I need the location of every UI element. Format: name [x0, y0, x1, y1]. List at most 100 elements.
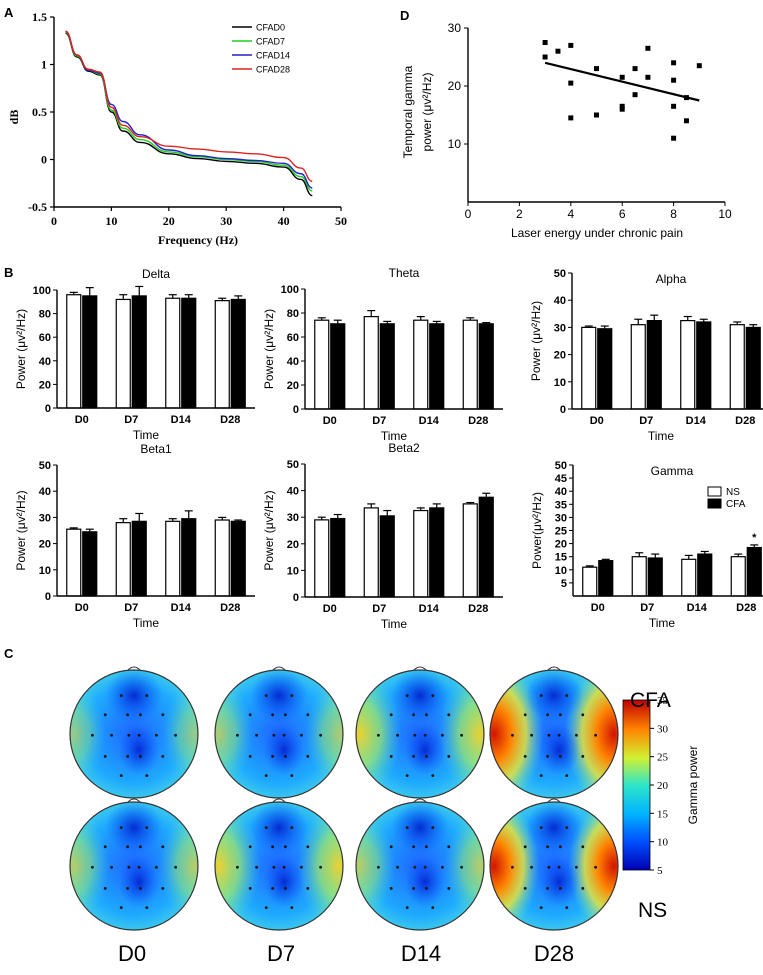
bar-ns-d7 [363, 507, 379, 598]
electrode-dot [139, 755, 142, 758]
bar-y-tick-label: 40 [555, 486, 567, 498]
electrode-dot [523, 755, 527, 758]
scatter-point [671, 77, 677, 83]
bar-cfa-d0 [330, 323, 346, 410]
bar-ns-d28 [462, 319, 478, 410]
bar-ns-d0 [581, 326, 597, 410]
spectrum-legend: CFAD0 CFAD7 CFAD14 CFAD28 [232, 23, 290, 75]
bar-cfa-d7 [646, 320, 662, 410]
electrode-dot [511, 733, 514, 737]
bar-ns-d7 [115, 298, 131, 409]
column-label-d7: D7 [267, 941, 295, 966]
bar-cfa-d28 [478, 323, 494, 410]
bar-y-tick-label: 0 [560, 404, 566, 416]
bar-cfa-d0 [330, 517, 346, 598]
spectrum-y-label: dB [7, 110, 21, 125]
scatter-point [619, 74, 625, 80]
bar-y-tick-label: 30 [555, 512, 567, 524]
colorbar-tick-label: 5 [657, 865, 663, 877]
electrode-dot [441, 733, 444, 737]
bar-y-tick-label: 10 [555, 565, 567, 577]
bar-y-tick-label: 50 [287, 459, 299, 471]
cold-region-front [250, 802, 308, 855]
electrode-dot [248, 845, 252, 849]
electrode-dot [559, 887, 562, 890]
electrode-dot [530, 865, 533, 869]
electrode-dot [575, 865, 578, 869]
electrode-dot [145, 906, 149, 909]
cold-region-center [263, 856, 305, 908]
scatter-x-tick-label: 6 [619, 207, 626, 221]
bar-x-tick-label: D28 [468, 415, 488, 427]
electrode-dot [431, 774, 435, 777]
electrode-dot [137, 865, 141, 869]
nose-marker [413, 798, 427, 803]
bar-x-tick-label: D0 [590, 415, 604, 427]
hot-region-left [215, 802, 261, 930]
bar-y-tick-label: 15 [555, 552, 567, 564]
electrode-dot [306, 713, 310, 717]
electrode-dot [431, 826, 435, 829]
scatter-point [568, 42, 574, 48]
bar-y-tick-label: 20 [554, 350, 566, 362]
cold-region-center [118, 724, 160, 776]
hot-region-left [356, 670, 402, 798]
scatter-y-label-line2: power (μv²/Hz) [420, 73, 434, 152]
hot-region-left [490, 802, 540, 930]
legend-label-cfad0: CFAD0 [256, 23, 285, 33]
bar-y-tick-label: 10 [287, 565, 299, 577]
bar-chart-title: Beta1 [140, 442, 172, 456]
electrode-dot [139, 845, 142, 849]
electrode-dot [413, 865, 417, 869]
bar-cfa-d14 [429, 323, 445, 410]
electrode-dot [264, 694, 268, 697]
legend-label-cfa: CFA [726, 499, 746, 510]
nose-marker [127, 666, 141, 671]
bar-y-tick-label: 40 [287, 356, 299, 368]
scatter-x-label: Laser energy under chronic pain [511, 226, 683, 240]
panel-letter-d: D [400, 8, 409, 23]
scatter-point [696, 63, 702, 69]
bar-x-tick-label: D7 [639, 415, 653, 427]
electrode-dot [575, 733, 578, 737]
legend-label-cfad14: CFAD14 [256, 51, 290, 61]
electrode-dot [272, 865, 276, 869]
bar-ns-d0 [582, 566, 598, 597]
electrode-dot [119, 694, 123, 697]
bar-y-tick-label: 45 [555, 473, 567, 485]
bar-x-label: Time [648, 429, 675, 443]
cold-region-center [404, 724, 446, 776]
bar-y-tick-label: 20 [287, 380, 299, 392]
bar-cfa-d7 [647, 557, 663, 597]
bar-cfa-d0 [82, 531, 98, 597]
electrode-dot [447, 887, 451, 890]
electrode-dot [248, 755, 252, 758]
legend-label-ns: NS [726, 487, 740, 498]
colorbar-tick-label: 30 [657, 723, 669, 735]
electrode-dot [306, 755, 310, 758]
scatter-point [594, 66, 599, 72]
scatter-x-tick-label: 4 [567, 207, 574, 221]
head-outline [355, 669, 485, 799]
electrode-dot [423, 865, 427, 869]
bar-ns-d0 [66, 294, 82, 409]
electrode-dot [271, 713, 274, 717]
hot-region-right [568, 802, 618, 930]
electrode-dot [460, 865, 463, 869]
bar-x-tick-label: D28 [735, 415, 755, 427]
cold-region-front [525, 802, 583, 855]
panel-letter-a: A [4, 5, 14, 20]
bar-cfa-d14 [181, 518, 197, 597]
legend-swatch-cfa [707, 498, 722, 509]
scatter-y-tick-label: 10 [448, 137, 462, 151]
nose-marker [272, 666, 286, 671]
electrode-dot [412, 845, 415, 849]
bar-y-tick-label: 0 [45, 591, 51, 603]
scatter-point [619, 106, 625, 112]
bar-chart-title: Gamma [651, 464, 694, 478]
scatter-fit-line [544, 61, 700, 102]
spectrum-x-tick-label: 20 [163, 214, 175, 228]
bar-y-tick-label: 30 [39, 512, 51, 524]
colorbar-gradient [622, 699, 651, 871]
bar-ns-d28 [730, 556, 746, 597]
